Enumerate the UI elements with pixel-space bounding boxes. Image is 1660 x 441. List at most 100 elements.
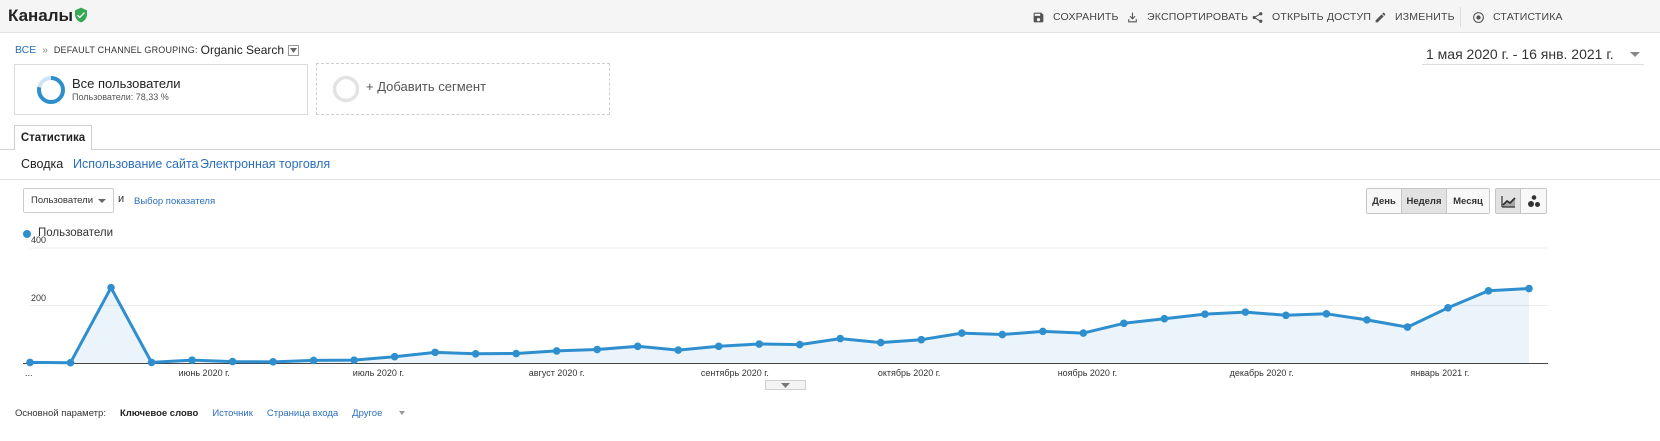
data-point[interactable] xyxy=(66,358,75,367)
breadcrumb-dropdown-button[interactable] xyxy=(288,44,300,56)
period-week-button[interactable]: Неделя xyxy=(1402,189,1447,213)
breadcrumb-all-link[interactable]: ВСЕ xyxy=(15,44,37,56)
segment-all-users[interactable]: Все пользователи Пользователи: 78,33 % xyxy=(14,64,308,115)
chart-expand-handle[interactable] xyxy=(765,380,806,390)
data-point[interactable] xyxy=(309,356,318,365)
share-label: ОТКРЫТЬ ДОСТУП xyxy=(1272,11,1372,23)
save-button[interactable]: СОХРАНИТЬ xyxy=(1032,9,1119,25)
data-point[interactable] xyxy=(1403,323,1412,331)
legend-swatch xyxy=(23,230,31,238)
line-chart-icon xyxy=(1500,195,1516,208)
insights-button[interactable]: СТАТИСТИКА xyxy=(1472,9,1563,25)
add-segment-button[interactable]: + Добавить сегмент xyxy=(316,63,610,115)
line-chart xyxy=(23,247,1548,367)
dimension-landing-page-link[interactable]: Страница входа xyxy=(266,408,339,419)
data-point[interactable] xyxy=(1484,287,1493,295)
data-point[interactable] xyxy=(350,356,358,364)
chevron-down-icon xyxy=(98,199,106,203)
page-title: Каналы xyxy=(8,6,74,25)
verified-shield-icon xyxy=(75,7,87,23)
dimension-keyword[interactable]: Ключевое слово xyxy=(119,408,199,419)
save-label: СОХРАНИТЬ xyxy=(1053,11,1119,23)
data-point[interactable] xyxy=(876,338,885,347)
x-tick-label: август 2020 г. xyxy=(528,368,585,378)
metric-select[interactable]: Пользователи xyxy=(23,188,114,213)
subtab-summary[interactable]: Сводка xyxy=(21,157,64,171)
period-toggle: День Неделя Месяц xyxy=(1366,188,1490,214)
data-point[interactable] xyxy=(1079,329,1088,337)
x-tick-label: сентябрь 2020 г. xyxy=(700,368,769,378)
export-button[interactable]: ЭКСПОРТИРОВАТЬ xyxy=(1126,9,1248,25)
edit-button[interactable]: ИЗМЕНИТЬ xyxy=(1374,9,1455,25)
date-underline xyxy=(1422,64,1644,65)
data-point[interactable] xyxy=(1160,314,1169,323)
data-point[interactable] xyxy=(795,340,804,349)
data-point[interactable] xyxy=(1363,316,1371,324)
segment-title: Все пользователи xyxy=(72,76,181,91)
empty-ring-icon xyxy=(332,75,360,103)
data-point[interactable] xyxy=(674,346,683,354)
data-point[interactable] xyxy=(1120,319,1128,328)
data-point[interactable] xyxy=(836,334,845,343)
data-point[interactable] xyxy=(188,356,196,364)
data-point[interactable] xyxy=(714,342,723,351)
data-point[interactable] xyxy=(552,347,561,355)
subtab-site-usage[interactable]: Использование сайта xyxy=(73,157,199,171)
toolbar-divider xyxy=(1460,7,1461,27)
series-area xyxy=(30,287,1529,363)
data-point[interactable] xyxy=(633,342,642,351)
y-tick-label: 200 xyxy=(31,292,47,303)
period-day-button[interactable]: День xyxy=(1367,189,1402,213)
data-point[interactable] xyxy=(1039,327,1047,336)
data-point[interactable] xyxy=(1201,310,1209,318)
segment-subtitle: Пользователи: 78,33 % xyxy=(72,92,169,102)
chevron-down-icon[interactable] xyxy=(1630,52,1640,57)
data-point[interactable] xyxy=(228,357,237,366)
share-button[interactable]: ОТКРЫТЬ ДОСТУП xyxy=(1251,9,1371,25)
header-bar: Каналы СОХРАНИТЬ ЭКСПОРТИРОВАТЬ ОТКРЫТЬ … xyxy=(0,0,1660,33)
and-label: и xyxy=(118,193,125,205)
data-point[interactable] xyxy=(431,348,439,357)
motion-chart-button[interactable] xyxy=(1521,189,1546,213)
series-line xyxy=(29,286,1530,365)
breadcrumb: ВСЕ » DEFAULT CHANNEL GROUPING: Organic … xyxy=(15,43,300,57)
data-point[interactable] xyxy=(1322,310,1331,318)
edit-label: ИЗМЕНИТЬ xyxy=(1395,11,1455,23)
tab-divider xyxy=(0,149,1660,150)
chevron-down-icon xyxy=(781,382,790,388)
insights-icon xyxy=(1473,11,1484,23)
pencil-icon xyxy=(1375,12,1386,22)
data-point[interactable] xyxy=(958,329,966,337)
x-tick-label: январь 2021 г. xyxy=(1410,368,1470,378)
date-range-picker[interactable]: 1 мая 2020 г. - 16 янв. 2021 г. xyxy=(1426,46,1614,62)
chart-type-toggle xyxy=(1495,188,1547,214)
data-point[interactable] xyxy=(26,358,34,367)
data-point[interactable] xyxy=(1282,311,1290,320)
dimension-source-link[interactable]: Источник xyxy=(212,408,253,419)
period-month-button[interactable]: Месяц xyxy=(1447,189,1489,213)
download-icon xyxy=(1128,12,1137,22)
data-point[interactable] xyxy=(512,349,520,358)
data-point[interactable] xyxy=(390,352,399,361)
data-point[interactable] xyxy=(1525,284,1533,293)
data-point[interactable] xyxy=(471,350,480,358)
data-point[interactable] xyxy=(593,345,601,354)
dimension-other-dropdown[interactable]: Другое xyxy=(352,408,419,419)
data-point[interactable] xyxy=(998,330,1007,339)
data-point[interactable] xyxy=(1444,304,1452,312)
data-point[interactable] xyxy=(147,358,156,367)
choose-metric-link[interactable]: Выбор показателя xyxy=(134,196,216,207)
insights-label: СТАТИСТИКА xyxy=(1493,11,1563,23)
share-icon xyxy=(1252,11,1263,23)
subtab-ecommerce[interactable]: Электронная торговля xyxy=(200,157,331,171)
data-point[interactable] xyxy=(269,358,277,366)
data-point[interactable] xyxy=(1241,308,1250,316)
line-chart-button[interactable] xyxy=(1496,189,1521,213)
data-point[interactable] xyxy=(755,340,764,348)
data-point[interactable] xyxy=(917,335,926,344)
segment-ring-icon xyxy=(37,76,65,104)
data-point[interactable] xyxy=(107,283,115,292)
tab-statistics[interactable]: Статистика xyxy=(14,125,92,150)
metric-select-value: Пользователи xyxy=(31,195,94,206)
save-icon xyxy=(1033,12,1044,22)
